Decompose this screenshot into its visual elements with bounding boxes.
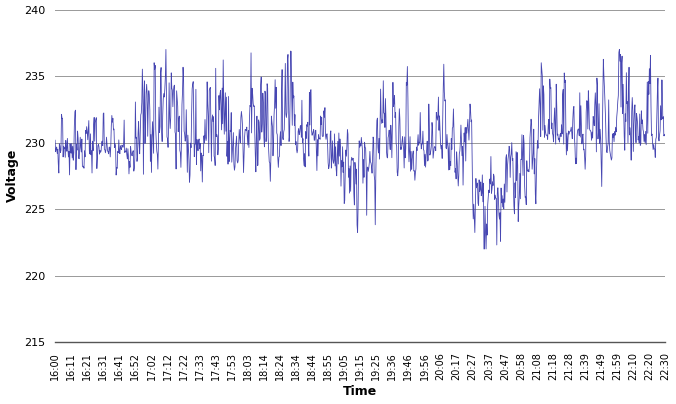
Y-axis label: Voltage: Voltage — [5, 149, 18, 202]
X-axis label: Time: Time — [343, 385, 377, 398]
